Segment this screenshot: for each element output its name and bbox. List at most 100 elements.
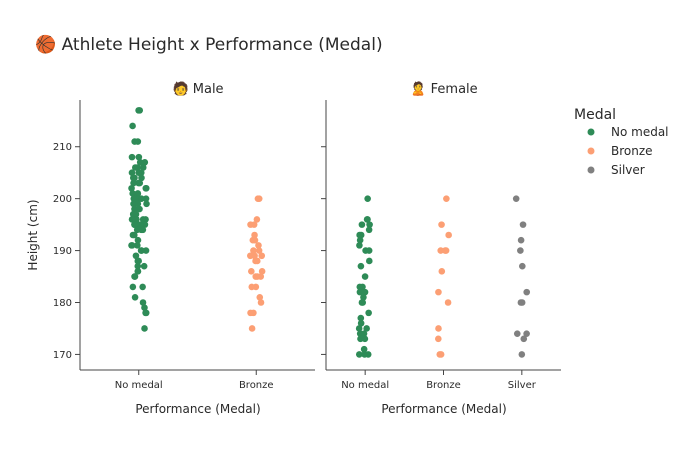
data-point-no-medal [139, 164, 147, 171]
data-point-silver [519, 221, 527, 228]
data-point-no-medal [137, 247, 145, 254]
data-point-bronze [435, 288, 442, 296]
data-point-bronze [252, 257, 259, 265]
data-point-bronze [258, 268, 266, 275]
facet-male: 🧑 Male 170 180 190 200 210 No medal Bronze Pe… [53, 80, 315, 416]
legend-marker-no-medal [587, 128, 595, 136]
data-point-no-medal [141, 325, 148, 332]
data-point-no-medal [355, 325, 363, 332]
data-point-no-medal [142, 309, 149, 317]
data-point-no-medal [128, 169, 136, 176]
data-point-no-medal [136, 205, 143, 213]
data-point-no-medal [364, 195, 371, 202]
x-tick-label-silver: Silver [508, 380, 537, 391]
data-point-silver [517, 299, 525, 306]
points-male [128, 107, 266, 332]
x-tick-label-no-medal: No medal [115, 380, 163, 391]
data-point-no-medal [361, 288, 369, 296]
data-point-no-medal [359, 299, 367, 306]
data-point-no-medal [131, 195, 139, 202]
data-point-no-medal [137, 221, 144, 228]
data-point-no-medal [134, 190, 142, 197]
y-ticks-male: 170 180 190 200 210 [53, 142, 80, 361]
data-point-no-medal [132, 252, 140, 260]
data-point-bronze [437, 351, 445, 358]
data-point-no-medal [359, 283, 366, 291]
y-tick-label: 190 [53, 246, 72, 257]
data-point-silver [513, 330, 521, 337]
data-point-no-medal [129, 283, 137, 291]
y-tick-label: 210 [53, 142, 72, 153]
data-point-no-medal [361, 335, 369, 343]
y-tick-label: 180 [53, 298, 72, 309]
data-point-no-medal [136, 107, 144, 114]
data-point-bronze [258, 252, 266, 260]
data-point-bronze [253, 273, 261, 280]
data-point-no-medal [129, 122, 136, 130]
legend-marker-silver [587, 166, 595, 174]
data-point-no-medal [356, 242, 363, 249]
data-point-no-medal [143, 200, 150, 208]
data-point-no-medal [131, 221, 138, 228]
data-point-no-medal [137, 226, 145, 234]
data-point-no-medal [360, 294, 367, 301]
data-point-bronze [250, 247, 257, 254]
x-ticks-male: No medal Bronze [115, 370, 274, 391]
data-point-bronze [435, 335, 442, 343]
data-point-bronze [248, 268, 255, 275]
data-point-no-medal [357, 319, 365, 327]
data-point-bronze [247, 309, 254, 317]
data-point-no-medal [138, 195, 145, 202]
facet-title-male: 🧑 Male [172, 80, 223, 97]
data-point-no-medal [128, 216, 136, 223]
facet-title-female: 🙎 Female [410, 80, 477, 97]
data-point-bronze [443, 195, 450, 202]
data-point-no-medal [365, 309, 372, 317]
y-axis-label: Height (cm) [26, 199, 40, 270]
data-point-no-medal [129, 174, 137, 182]
data-point-bronze [251, 231, 258, 239]
data-point-no-medal [365, 247, 373, 254]
data-point-bronze [250, 221, 258, 228]
data-point-no-medal [142, 247, 150, 254]
data-point-silver [517, 236, 525, 244]
data-point-bronze [254, 195, 262, 202]
data-point-bronze [256, 294, 264, 301]
legend-items: No medal Bronze Silver [587, 125, 669, 177]
data-point-no-medal [135, 179, 142, 187]
x-axis-label-female: Performance (Medal) [381, 402, 506, 416]
data-point-no-medal [142, 184, 150, 192]
facet-female: 🙎 Female No medal Bronze Silver Performanc… [321, 80, 561, 416]
legend-label-silver: Silver [611, 163, 645, 177]
chart-title: 🏀 Athlete Height x Performance (Medal) [35, 33, 383, 55]
data-point-bronze [253, 216, 261, 223]
legend-marker-bronze [587, 147, 595, 155]
data-point-no-medal [135, 153, 143, 161]
data-point-bronze [438, 221, 445, 228]
data-point-no-medal [141, 304, 148, 311]
data-point-bronze [257, 299, 265, 306]
data-point-silver [512, 195, 520, 202]
data-point-no-medal [135, 257, 142, 265]
data-point-bronze [251, 236, 259, 244]
data-point-no-medal [363, 325, 370, 332]
data-point-no-medal [131, 231, 138, 239]
data-point-no-medal [129, 190, 136, 197]
data-point-bronze [248, 325, 256, 332]
legend-title: Medal [574, 107, 616, 123]
data-point-no-medal [138, 174, 145, 182]
data-point-no-medal [357, 314, 365, 322]
data-point-bronze [437, 247, 445, 254]
data-point-silver [518, 351, 526, 358]
data-point-no-medal [134, 242, 141, 249]
data-point-bronze [251, 252, 258, 260]
data-point-bronze [248, 283, 256, 291]
data-point-silver [523, 330, 530, 337]
data-point-no-medal [131, 205, 138, 213]
x-tick-label-bronze: Bronze [239, 380, 274, 391]
legend-label-bronze: Bronze [611, 144, 653, 158]
data-point-no-medal [131, 294, 139, 301]
data-point-no-medal [356, 288, 364, 296]
data-point-bronze [435, 325, 442, 332]
